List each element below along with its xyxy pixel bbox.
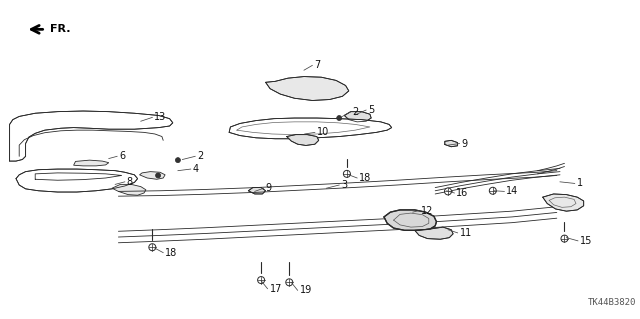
Text: 9: 9 bbox=[266, 183, 272, 193]
Text: 17: 17 bbox=[269, 284, 282, 294]
Text: 13: 13 bbox=[154, 112, 166, 122]
Circle shape bbox=[561, 235, 568, 242]
Text: TK44B3820: TK44B3820 bbox=[588, 298, 636, 307]
Text: 3: 3 bbox=[341, 180, 348, 190]
Polygon shape bbox=[16, 169, 138, 192]
Text: 7: 7 bbox=[314, 60, 321, 70]
Polygon shape bbox=[543, 194, 584, 211]
Text: FR.: FR. bbox=[49, 24, 70, 34]
Text: 9: 9 bbox=[461, 138, 468, 149]
Polygon shape bbox=[344, 112, 371, 122]
Text: 19: 19 bbox=[300, 285, 312, 295]
Circle shape bbox=[490, 187, 496, 194]
Text: 15: 15 bbox=[580, 236, 592, 246]
Circle shape bbox=[258, 277, 264, 284]
Polygon shape bbox=[287, 135, 319, 145]
Circle shape bbox=[286, 279, 292, 286]
Text: 18: 18 bbox=[359, 173, 371, 183]
Text: 16: 16 bbox=[456, 188, 468, 198]
Text: 1: 1 bbox=[577, 178, 583, 189]
Circle shape bbox=[337, 115, 342, 121]
Polygon shape bbox=[445, 140, 458, 147]
Polygon shape bbox=[74, 160, 109, 166]
Circle shape bbox=[175, 158, 180, 163]
Text: 2: 2 bbox=[197, 151, 204, 161]
Circle shape bbox=[445, 188, 451, 195]
Text: 10: 10 bbox=[317, 127, 329, 137]
Polygon shape bbox=[384, 210, 436, 230]
Polygon shape bbox=[140, 172, 165, 179]
Circle shape bbox=[344, 170, 350, 177]
Text: 11: 11 bbox=[460, 228, 472, 238]
Text: 4: 4 bbox=[193, 164, 199, 174]
Polygon shape bbox=[248, 188, 266, 194]
Text: 18: 18 bbox=[165, 248, 177, 258]
Text: 14: 14 bbox=[506, 186, 518, 197]
Text: 8: 8 bbox=[127, 177, 133, 187]
Polygon shape bbox=[10, 111, 173, 161]
Text: 2: 2 bbox=[353, 107, 359, 117]
Text: 5: 5 bbox=[368, 105, 374, 115]
Polygon shape bbox=[112, 184, 146, 195]
Text: 12: 12 bbox=[421, 205, 433, 216]
Circle shape bbox=[149, 244, 156, 251]
Circle shape bbox=[156, 173, 161, 178]
Polygon shape bbox=[229, 118, 392, 139]
Polygon shape bbox=[266, 77, 349, 100]
Polygon shape bbox=[415, 227, 453, 239]
Text: 6: 6 bbox=[119, 151, 125, 161]
